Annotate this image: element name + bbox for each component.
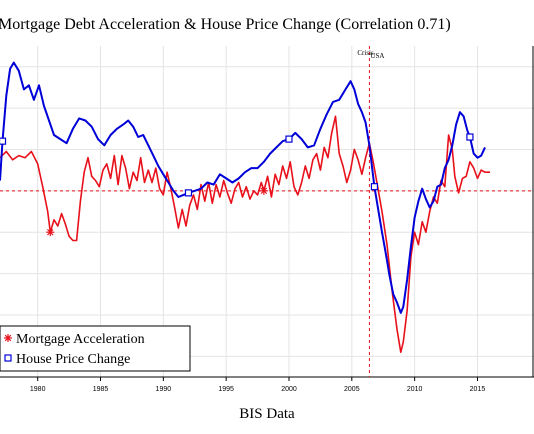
legend-box bbox=[0, 325, 191, 372]
x-tick-label: 2000 bbox=[281, 386, 297, 393]
series-marker-house-price-change bbox=[0, 137, 7, 145]
annotation-usa: USA bbox=[370, 52, 384, 60]
series-marker-house-price-change bbox=[285, 135, 293, 143]
series-marker-house-price-change bbox=[466, 133, 474, 141]
chart-title: Mortgage Debt Acceleration & House Price… bbox=[0, 16, 451, 33]
series-marker-mortgage-acceleration bbox=[46, 228, 55, 237]
x-tick-label: 2005 bbox=[344, 386, 360, 393]
x-axis-label: BIS Data bbox=[239, 406, 295, 422]
x-tick-label: 2015 bbox=[470, 386, 486, 393]
x-tick-label: 2010 bbox=[407, 386, 423, 393]
x-tick-label: 1985 bbox=[93, 386, 109, 393]
x-tick-label: 1980 bbox=[30, 386, 46, 393]
annotation-crisis: Crisis bbox=[357, 49, 374, 57]
x-tick-label: 1995 bbox=[218, 386, 234, 393]
series-marker-mortgage-acceleration bbox=[259, 186, 268, 195]
series-line-mortgage-acceleration bbox=[0, 115, 490, 353]
legend-swatch-mortgage-acceleration bbox=[4, 334, 12, 342]
legend-label-mortgage-acceleration: Mortgage Acceleration bbox=[16, 332, 145, 347]
plot-area: 1980 1985 1990 1995 2000 2005 2010 2015 CrisisUS… bbox=[0, 46, 534, 393]
series-line-house-price-change bbox=[0, 61, 486, 314]
legend: Mortgage Acceleration House Price Change bbox=[0, 325, 191, 372]
series-marker-house-price-change bbox=[184, 189, 193, 197]
legend-label-house-price-change: House Price Change bbox=[16, 352, 130, 367]
series-marker-house-price-change bbox=[370, 183, 379, 191]
x-tick-label: 1990 bbox=[156, 386, 172, 393]
legend-swatch-house-price-change bbox=[4, 354, 12, 362]
